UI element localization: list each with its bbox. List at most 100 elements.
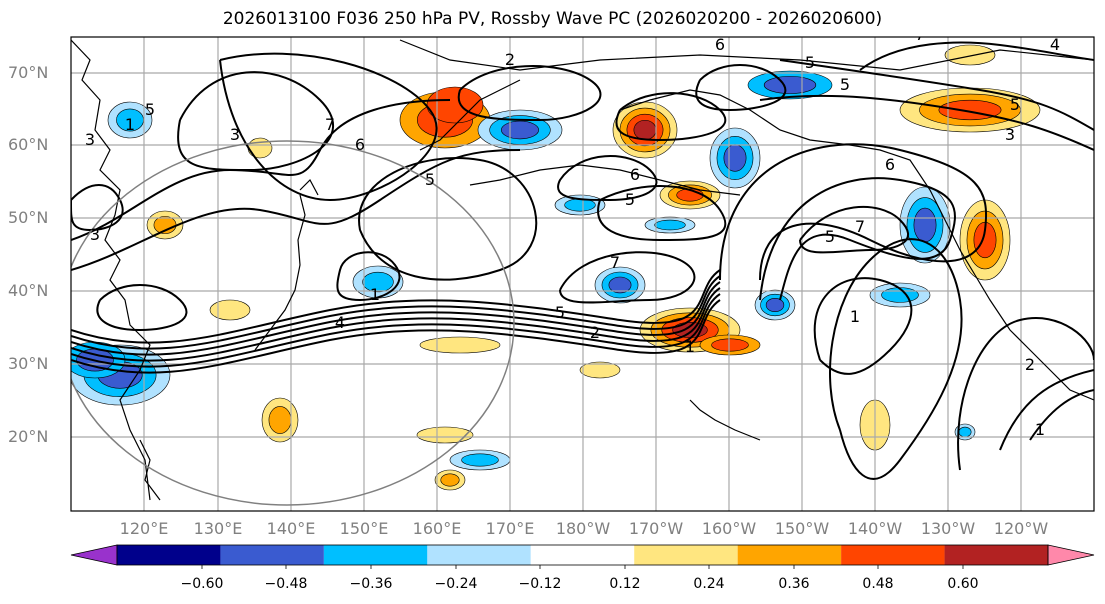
contour-label: 1 (850, 307, 860, 326)
coast-kamchatka (419, 79, 521, 151)
contour-label: 5 (840, 75, 850, 94)
contour-line-22 (779, 59, 1094, 131)
longitude-label: 150°W (774, 519, 830, 538)
longitude-label: 140°W (847, 519, 903, 538)
coast-north-america (974, 274, 1094, 401)
coast-philippines (139, 439, 161, 501)
longitude-label: 160°E (412, 519, 462, 538)
contour-line-30 (71, 184, 124, 232)
contour-label: 5 (555, 303, 565, 322)
anomaly-blob-22 (416, 426, 474, 444)
contour-label: 5 (1010, 95, 1020, 114)
colorbar-segment-1 (220, 545, 324, 565)
contour-line-12 (559, 251, 696, 304)
anomaly-level-6 (419, 336, 501, 354)
contour-line-8 (177, 71, 335, 172)
anomaly-blob-13 (959, 199, 1011, 281)
contour-line-2 (71, 281, 721, 356)
latitude-label: 70°N (8, 63, 49, 82)
graticule (71, 37, 1094, 511)
anomaly-blob-19 (352, 265, 404, 299)
contour-line-9 (219, 52, 438, 202)
contour-label: 7 (915, 25, 925, 44)
coast-arctic (399, 39, 1094, 71)
contour-line-18 (829, 238, 963, 480)
contour-line-7 (71, 99, 451, 241)
anomaly-blob-32 (434, 469, 466, 491)
anomaly-level-2 (501, 120, 539, 140)
colorbar-tick-label: 0.48 (862, 576, 894, 592)
contour-line-4 (71, 293, 721, 368)
colorbar-segment-2 (323, 545, 428, 565)
contour-label: 5 (825, 227, 835, 246)
coast-east-asia (71, 39, 151, 501)
anomaly-level-2 (913, 207, 937, 243)
contour-label: 6 (885, 155, 895, 174)
longitude-label: 170°E (485, 519, 535, 538)
colorbar-tick-label: −0.12 (518, 576, 562, 592)
anomaly-level-2 (608, 276, 632, 294)
anomaly-blob-2 (107, 101, 153, 139)
colorbar-segment-3 (427, 545, 531, 565)
anomaly-level-3 (958, 426, 972, 438)
contour-line-6 (71, 149, 521, 271)
anomaly-level-6 (579, 361, 621, 379)
anomaly-blob-6 (477, 109, 563, 151)
contour-label: 5 (625, 190, 635, 209)
map-frame (70, 36, 1095, 512)
contour-line-20 (999, 369, 1094, 451)
contour-line-3 (71, 287, 721, 362)
contour-label: 6 (715, 35, 725, 54)
anomaly-blob-33 (954, 423, 976, 441)
contour-label: 5 (425, 170, 435, 189)
longitude-label: 130°E (193, 519, 243, 538)
anomaly-level-8 (711, 338, 749, 352)
anomaly-blob-7 (612, 101, 678, 159)
colorbar-tick-label: 0.24 (693, 576, 725, 592)
contour-label: 5 (145, 100, 155, 119)
contour-line-0 (71, 269, 721, 344)
contour-label: 3 (230, 125, 240, 144)
anomaly-level-2 (763, 76, 817, 94)
contour-label: 3 (85, 130, 95, 149)
anomaly-level-6 (416, 426, 474, 444)
anomaly-blob-25 (209, 299, 251, 321)
colorbar-segment-5 (634, 545, 738, 565)
contour-line-5 (71, 299, 721, 374)
latitude-label: 20°N (8, 427, 49, 446)
anomaly-level-7 (268, 406, 292, 434)
anomaly-blob-29 (944, 44, 996, 66)
contour-line-25 (695, 64, 787, 112)
contour-line-28 (457, 65, 602, 122)
colorbar-tick-label: 0.60 (947, 576, 979, 592)
anomaly-blob-27 (644, 216, 696, 234)
latitude-label: 50°N (8, 208, 49, 227)
anomaly-level-3 (362, 271, 394, 293)
anomaly-blob-16 (594, 266, 646, 304)
anomaly-blob-24 (419, 336, 501, 354)
colorbar-tick-label: 0.36 (778, 576, 810, 592)
anomaly-blob-23 (449, 449, 511, 471)
contour-line-17 (813, 277, 913, 375)
contour-line-15 (759, 177, 956, 301)
anomaly-level-6 (209, 299, 251, 321)
anomaly-blob-10 (747, 70, 833, 100)
contour-label: 1 (125, 115, 135, 134)
anomaly-blob-11 (899, 87, 1041, 133)
contour-label: 1 (1035, 420, 1045, 439)
contour-line-19 (957, 317, 1094, 471)
anomaly-level-6 (944, 44, 996, 66)
colorbar-tick-label: −0.24 (434, 576, 478, 592)
contour-label: 4 (1050, 35, 1060, 54)
colorbar-frame (116, 544, 1049, 566)
colorbar-segment-0 (117, 545, 221, 565)
contour-label: 6 (630, 165, 640, 184)
colorbar-segment-7 (841, 545, 945, 565)
coast-japan (254, 179, 319, 351)
longitude-label: 160°W (701, 519, 757, 538)
longitude-label: 120°E (119, 519, 169, 538)
anomaly-level-2 (723, 144, 747, 172)
contour-label: 5 (805, 53, 815, 72)
contour-line-29 (96, 284, 188, 332)
